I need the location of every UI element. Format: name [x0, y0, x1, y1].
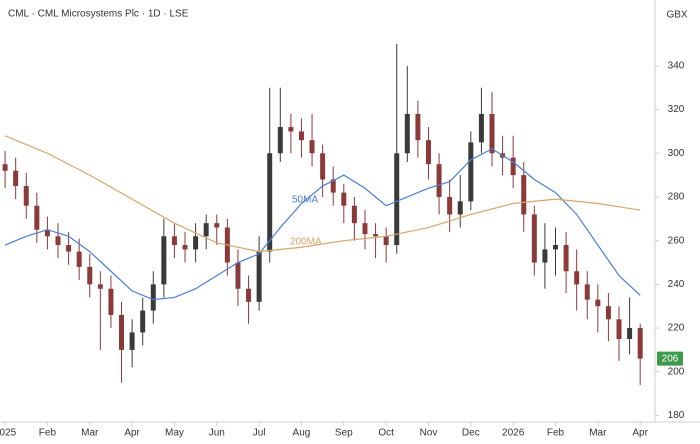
y-tick-label: 260: [668, 235, 685, 246]
candle-body: [182, 245, 188, 250]
candle-body: [521, 175, 527, 215]
x-tick-label: May: [165, 428, 184, 439]
candle-body: [341, 192, 347, 206]
candle-body: [246, 288, 252, 302]
candle-body: [320, 153, 326, 180]
x-tick-label: Aug: [293, 428, 311, 439]
candle-body: [563, 245, 569, 272]
candle-body: [119, 314, 125, 350]
ma-line: [4, 135, 641, 253]
candle-body: [76, 251, 82, 267]
x-tick-label: Apr: [632, 428, 648, 439]
candle-body: [298, 131, 304, 141]
candle-body: [13, 170, 19, 187]
candle-body: [108, 288, 114, 315]
candle-body: [436, 164, 442, 197]
candle-body: [373, 234, 379, 237]
x-tick-label: Feb: [39, 428, 57, 439]
x-tick-label: Jun: [209, 428, 225, 439]
x-tick-label: Apr: [124, 428, 140, 439]
candle-body: [383, 236, 389, 246]
candle-body: [34, 205, 40, 230]
candle-body: [531, 214, 537, 263]
candle-body: [457, 201, 463, 215]
last-price-box: [657, 351, 683, 366]
candle-body: [87, 266, 93, 285]
candle-body: [140, 310, 146, 333]
y-tick-label: 340: [668, 61, 685, 72]
x-tick-label: Mar: [589, 428, 607, 439]
candle-body: [2, 164, 8, 171]
candle-body: [330, 179, 336, 193]
unit-label: GBX: [666, 10, 687, 21]
candle-body: [309, 140, 315, 154]
candle-body: [351, 205, 357, 224]
x-tick-label: Jul: [253, 428, 266, 439]
candle-body: [214, 223, 220, 228]
candle-body: [66, 245, 72, 252]
last-price-label: 206: [662, 353, 679, 364]
candle-body: [97, 284, 103, 289]
candle-body: [605, 306, 611, 320]
candle-body: [616, 319, 622, 339]
candle-body: [510, 157, 516, 176]
candle-body: [44, 229, 50, 237]
candle-body: [171, 236, 177, 246]
ma-line: [4, 148, 641, 301]
y-tick-label: 320: [668, 104, 685, 115]
candle-body: [235, 262, 241, 289]
y-tick-label: 180: [668, 410, 685, 421]
candle-body: [394, 153, 400, 246]
candle-body: [193, 236, 199, 250]
candle-body: [478, 113, 484, 143]
candle-body: [425, 140, 431, 165]
candle-body: [415, 113, 421, 141]
x-tick-label: 2026: [502, 428, 525, 439]
candle-body: [627, 328, 633, 339]
candle-body: [404, 113, 410, 154]
x-tick-label: Nov: [420, 428, 438, 439]
candle-body: [447, 196, 453, 215]
candle-body: [161, 236, 167, 285]
candle-body: [574, 271, 580, 285]
y-tick-label: 280: [668, 192, 685, 203]
x-tick-label: Dec: [462, 428, 480, 439]
candle-body: [542, 249, 548, 263]
candle-body: [362, 223, 368, 235]
candle-body: [553, 245, 559, 250]
x-tick-label: Feb: [547, 428, 565, 439]
candle-body: [595, 299, 601, 307]
candle-body: [637, 328, 643, 359]
candle-body: [468, 142, 474, 202]
candle-body: [150, 284, 156, 311]
candle-body: [288, 127, 294, 132]
candle-body: [55, 236, 61, 246]
series-label: 50MA: [292, 195, 318, 206]
candle-body: [584, 284, 590, 300]
y-tick-label: 220: [668, 323, 685, 334]
x-tick-label: 2025: [0, 428, 17, 439]
y-tick-label: 300: [668, 148, 685, 159]
candle-body: [256, 251, 262, 302]
candle-body: [489, 113, 495, 154]
candle-body: [277, 127, 283, 154]
series-label: 200MA: [290, 237, 322, 248]
candle-body: [129, 332, 135, 350]
chart-title: CML · CML Microsystems Plc · 1D · LSE: [8, 9, 189, 20]
x-tick-label: Sep: [335, 428, 353, 439]
candle-body: [267, 153, 273, 252]
x-tick-label: Oct: [378, 428, 394, 439]
y-tick-label: 240: [668, 279, 685, 290]
x-tick-label: Mar: [81, 428, 99, 439]
candle-body: [203, 223, 209, 237]
candle-body: [23, 186, 29, 206]
y-tick-label: 200: [668, 366, 685, 377]
